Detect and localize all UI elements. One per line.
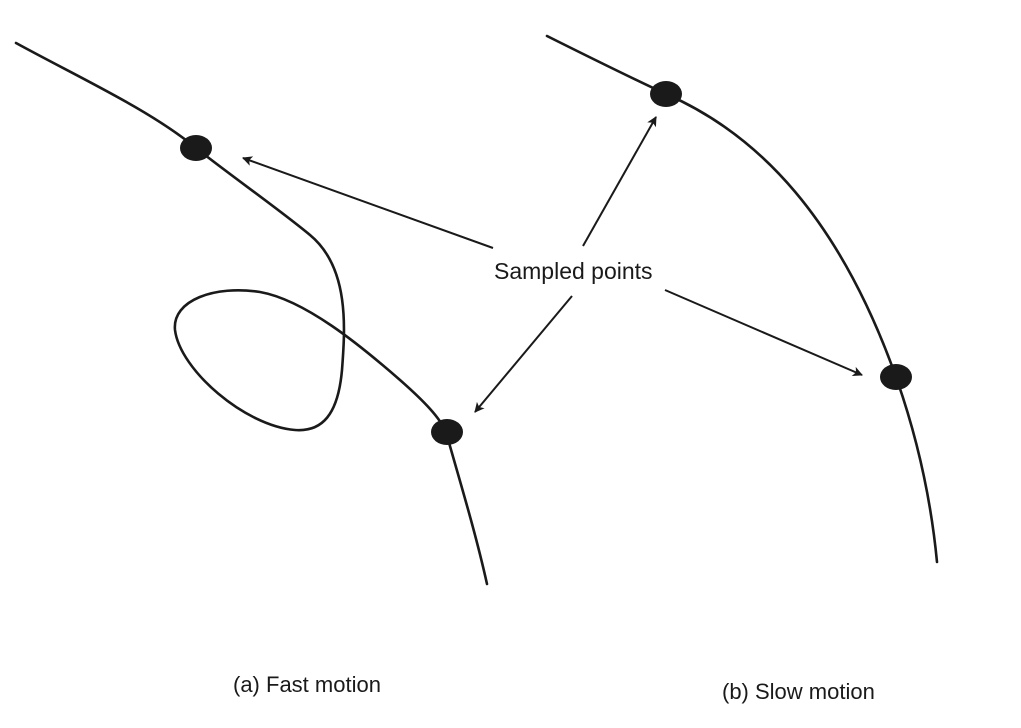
fast-motion-trajectory — [14, 41, 489, 586]
arrow-to-point-b2 — [664, 289, 863, 377]
sampled-point-a1 — [180, 135, 212, 161]
arrow-to-point-a1 — [242, 156, 494, 249]
slow-motion-panel — [545, 34, 939, 564]
caption-fast-motion: (a) Fast motion — [233, 672, 381, 697]
fast-motion-panel — [14, 41, 489, 586]
caption-slow-motion: (b) Slow motion — [722, 679, 875, 704]
sampled-points-label: Sampled points — [494, 258, 653, 284]
slow-motion-trajectory — [545, 34, 939, 564]
pointer-arrows — [242, 116, 863, 413]
sampled-point-a2 — [431, 419, 463, 445]
arrow-to-point-a2 — [474, 295, 573, 413]
sampled-point-b2 — [880, 364, 912, 390]
sampled-point-b1 — [650, 81, 682, 107]
arrow-to-point-b1 — [582, 116, 657, 247]
